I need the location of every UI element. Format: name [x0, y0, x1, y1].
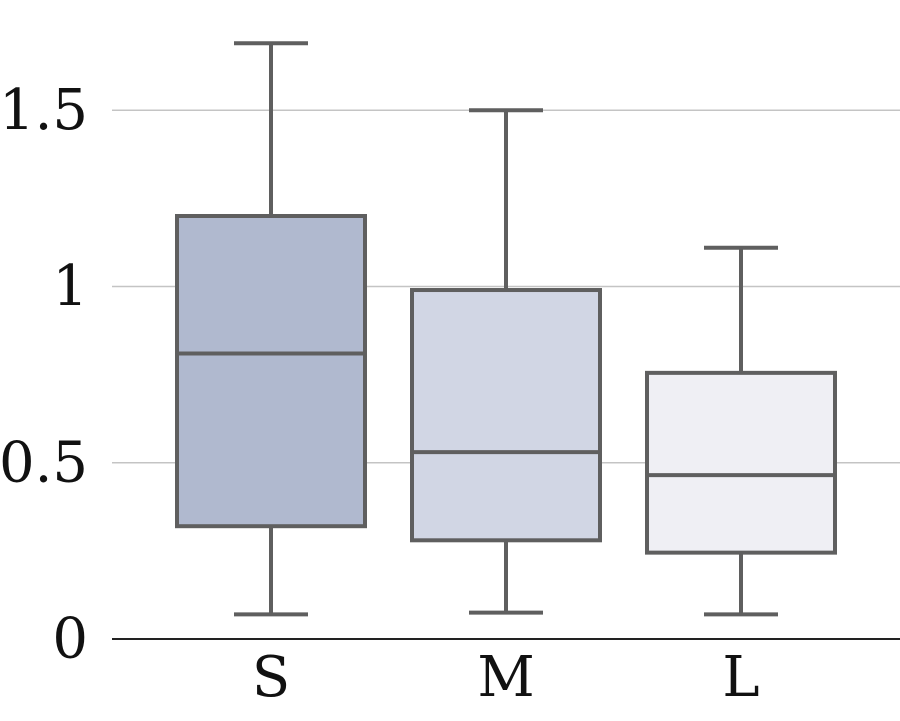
box-l: [645, 245, 837, 617]
y-axis-tick-labels: 0 0.5 1 1.5: [0, 78, 88, 672]
iqr-box-m: [410, 288, 602, 543]
x-tick-label-s: S: [252, 645, 290, 710]
y-tick-label-1: 1: [52, 254, 88, 319]
iqr-box-l: [645, 370, 837, 555]
x-tick-label-m: M: [477, 645, 534, 710]
y-tick-label-1-5: 1.5: [0, 78, 88, 143]
iqr-box-s: [175, 214, 367, 529]
boxes: [175, 41, 837, 617]
y-tick-label-0-5: 0.5: [0, 430, 88, 495]
x-tick-label-l: L: [722, 645, 759, 710]
box-s: [175, 41, 367, 617]
y-tick-label-0: 0: [52, 607, 88, 672]
box-m: [410, 108, 602, 615]
